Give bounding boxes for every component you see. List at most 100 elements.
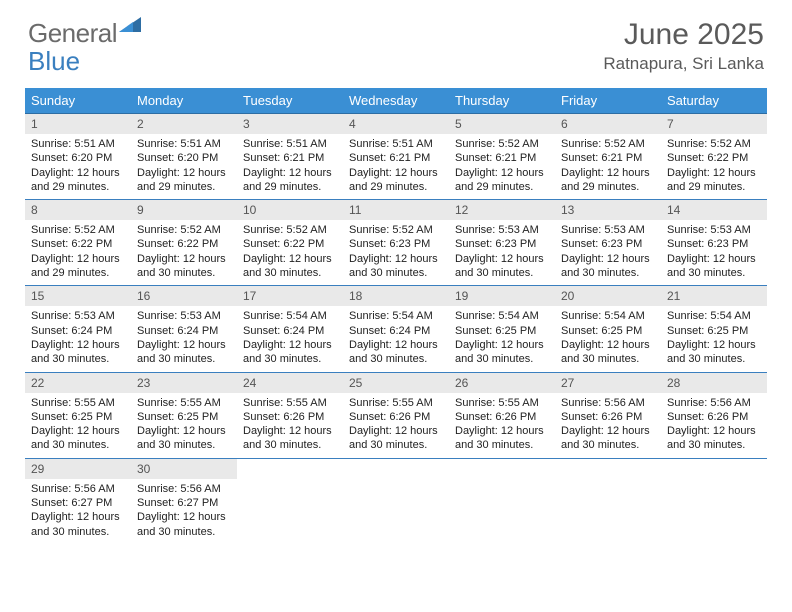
calendar-cell: 30Sunrise: 5:56 AMSunset: 6:27 PMDayligh… (131, 458, 237, 544)
daylight-label: Daylight: (561, 253, 607, 265)
sunset-value: 6:25 PM (71, 411, 112, 423)
sunset-value: 6:23 PM (389, 238, 430, 250)
sunset-value: 6:26 PM (707, 411, 748, 423)
sunrise-label: Sunrise: (667, 310, 710, 322)
day-number: 29 (25, 459, 131, 479)
day-number: 11 (343, 200, 449, 220)
sunset-value: 6:27 PM (177, 497, 218, 509)
daylight-label: Daylight: (455, 339, 501, 351)
calendar-table: SundayMondayTuesdayWednesdayThursdayFrid… (25, 88, 767, 544)
daylight-label: Daylight: (455, 167, 501, 179)
sunset-label: Sunset: (455, 325, 495, 337)
sunrise-value: 5:52 AM (498, 138, 538, 150)
day-body: Sunrise: 5:52 AMSunset: 6:21 PMDaylight:… (555, 134, 661, 199)
day-number: 3 (237, 114, 343, 134)
day-number: 4 (343, 114, 449, 134)
day-body: Sunrise: 5:55 AMSunset: 6:25 PMDaylight:… (131, 393, 237, 458)
calendar-cell: 17Sunrise: 5:54 AMSunset: 6:24 PMDayligh… (237, 286, 343, 372)
logo: General (28, 18, 141, 49)
sunset-label: Sunset: (667, 238, 707, 250)
sunrise-label: Sunrise: (243, 310, 286, 322)
daylight-label: Daylight: (455, 425, 501, 437)
daylight-label: Daylight: (667, 167, 713, 179)
sunset-label: Sunset: (243, 238, 283, 250)
sunrise-label: Sunrise: (455, 397, 498, 409)
sunset-value: 6:21 PM (283, 152, 324, 164)
day-number: 2 (131, 114, 237, 134)
day-number: 18 (343, 286, 449, 306)
sunrise-label: Sunrise: (667, 224, 710, 236)
sunset-value: 6:22 PM (283, 238, 324, 250)
sunrise-label: Sunrise: (349, 310, 392, 322)
day-body: Sunrise: 5:53 AMSunset: 6:23 PMDaylight:… (661, 220, 767, 285)
calendar-cell (343, 458, 449, 544)
sunrise-value: 5:53 AM (604, 224, 644, 236)
day-body: Sunrise: 5:56 AMSunset: 6:27 PMDaylight:… (131, 479, 237, 544)
sunrise-value: 5:52 AM (392, 224, 432, 236)
sunrise-value: 5:55 AM (286, 397, 326, 409)
sunset-label: Sunset: (243, 152, 283, 164)
daylight-label: Daylight: (349, 425, 395, 437)
sunrise-value: 5:56 AM (74, 483, 114, 495)
calendar-row: 8Sunrise: 5:52 AMSunset: 6:22 PMDaylight… (25, 200, 767, 286)
day-number: 22 (25, 373, 131, 393)
calendar-head: SundayMondayTuesdayWednesdayThursdayFrid… (25, 88, 767, 114)
title-block: June 2025 Ratnapura, Sri Lanka (603, 18, 764, 74)
sunset-value: 6:22 PM (71, 238, 112, 250)
sunrise-value: 5:52 AM (74, 224, 114, 236)
sunset-label: Sunset: (561, 325, 601, 337)
daylight-label: Daylight: (31, 339, 77, 351)
daylight-label: Daylight: (31, 425, 77, 437)
sunrise-label: Sunrise: (31, 397, 74, 409)
weekday-header: Tuesday (237, 88, 343, 114)
calendar-cell (555, 458, 661, 544)
sunrise-value: 5:56 AM (710, 397, 750, 409)
sunset-value: 6:24 PM (71, 325, 112, 337)
daylight-label: Daylight: (31, 167, 77, 179)
day-number: 6 (555, 114, 661, 134)
calendar-cell: 18Sunrise: 5:54 AMSunset: 6:24 PMDayligh… (343, 286, 449, 372)
day-number: 9 (131, 200, 237, 220)
sunrise-label: Sunrise: (31, 224, 74, 236)
weekday-header: Sunday (25, 88, 131, 114)
sunrise-value: 5:53 AM (710, 224, 750, 236)
day-number: 16 (131, 286, 237, 306)
calendar-cell: 2Sunrise: 5:51 AMSunset: 6:20 PMDaylight… (131, 114, 237, 200)
day-number: 17 (237, 286, 343, 306)
weekday-header: Wednesday (343, 88, 449, 114)
calendar-row: 1Sunrise: 5:51 AMSunset: 6:20 PMDaylight… (25, 114, 767, 200)
sunrise-label: Sunrise: (243, 397, 286, 409)
sunrise-label: Sunrise: (667, 397, 710, 409)
day-body: Sunrise: 5:54 AMSunset: 6:24 PMDaylight:… (343, 306, 449, 371)
day-number: 13 (555, 200, 661, 220)
day-body: Sunrise: 5:55 AMSunset: 6:26 PMDaylight:… (449, 393, 555, 458)
daylight-label: Daylight: (137, 511, 183, 523)
daylight-label: Daylight: (349, 339, 395, 351)
sunset-label: Sunset: (137, 152, 177, 164)
sunrise-value: 5:55 AM (74, 397, 114, 409)
calendar-cell: 25Sunrise: 5:55 AMSunset: 6:26 PMDayligh… (343, 372, 449, 458)
calendar-cell: 14Sunrise: 5:53 AMSunset: 6:23 PMDayligh… (661, 200, 767, 286)
calendar-cell: 29Sunrise: 5:56 AMSunset: 6:27 PMDayligh… (25, 458, 131, 544)
sunrise-label: Sunrise: (349, 397, 392, 409)
calendar-cell: 9Sunrise: 5:52 AMSunset: 6:22 PMDaylight… (131, 200, 237, 286)
calendar-cell: 19Sunrise: 5:54 AMSunset: 6:25 PMDayligh… (449, 286, 555, 372)
calendar-cell: 23Sunrise: 5:55 AMSunset: 6:25 PMDayligh… (131, 372, 237, 458)
sunset-value: 6:23 PM (495, 238, 536, 250)
calendar-row: 15Sunrise: 5:53 AMSunset: 6:24 PMDayligh… (25, 286, 767, 372)
daylight-label: Daylight: (243, 339, 289, 351)
daylight-label: Daylight: (137, 425, 183, 437)
day-number: 10 (237, 200, 343, 220)
sunset-label: Sunset: (137, 411, 177, 423)
day-number: 23 (131, 373, 237, 393)
daylight-label: Daylight: (31, 511, 77, 523)
daylight-label: Daylight: (349, 167, 395, 179)
logo-triangle-icon (119, 17, 141, 32)
day-number: 26 (449, 373, 555, 393)
day-body: Sunrise: 5:52 AMSunset: 6:23 PMDaylight:… (343, 220, 449, 285)
day-body: Sunrise: 5:54 AMSunset: 6:25 PMDaylight:… (555, 306, 661, 371)
day-number: 28 (661, 373, 767, 393)
sunset-label: Sunset: (455, 238, 495, 250)
sunset-value: 6:22 PM (707, 152, 748, 164)
sunset-label: Sunset: (31, 238, 71, 250)
